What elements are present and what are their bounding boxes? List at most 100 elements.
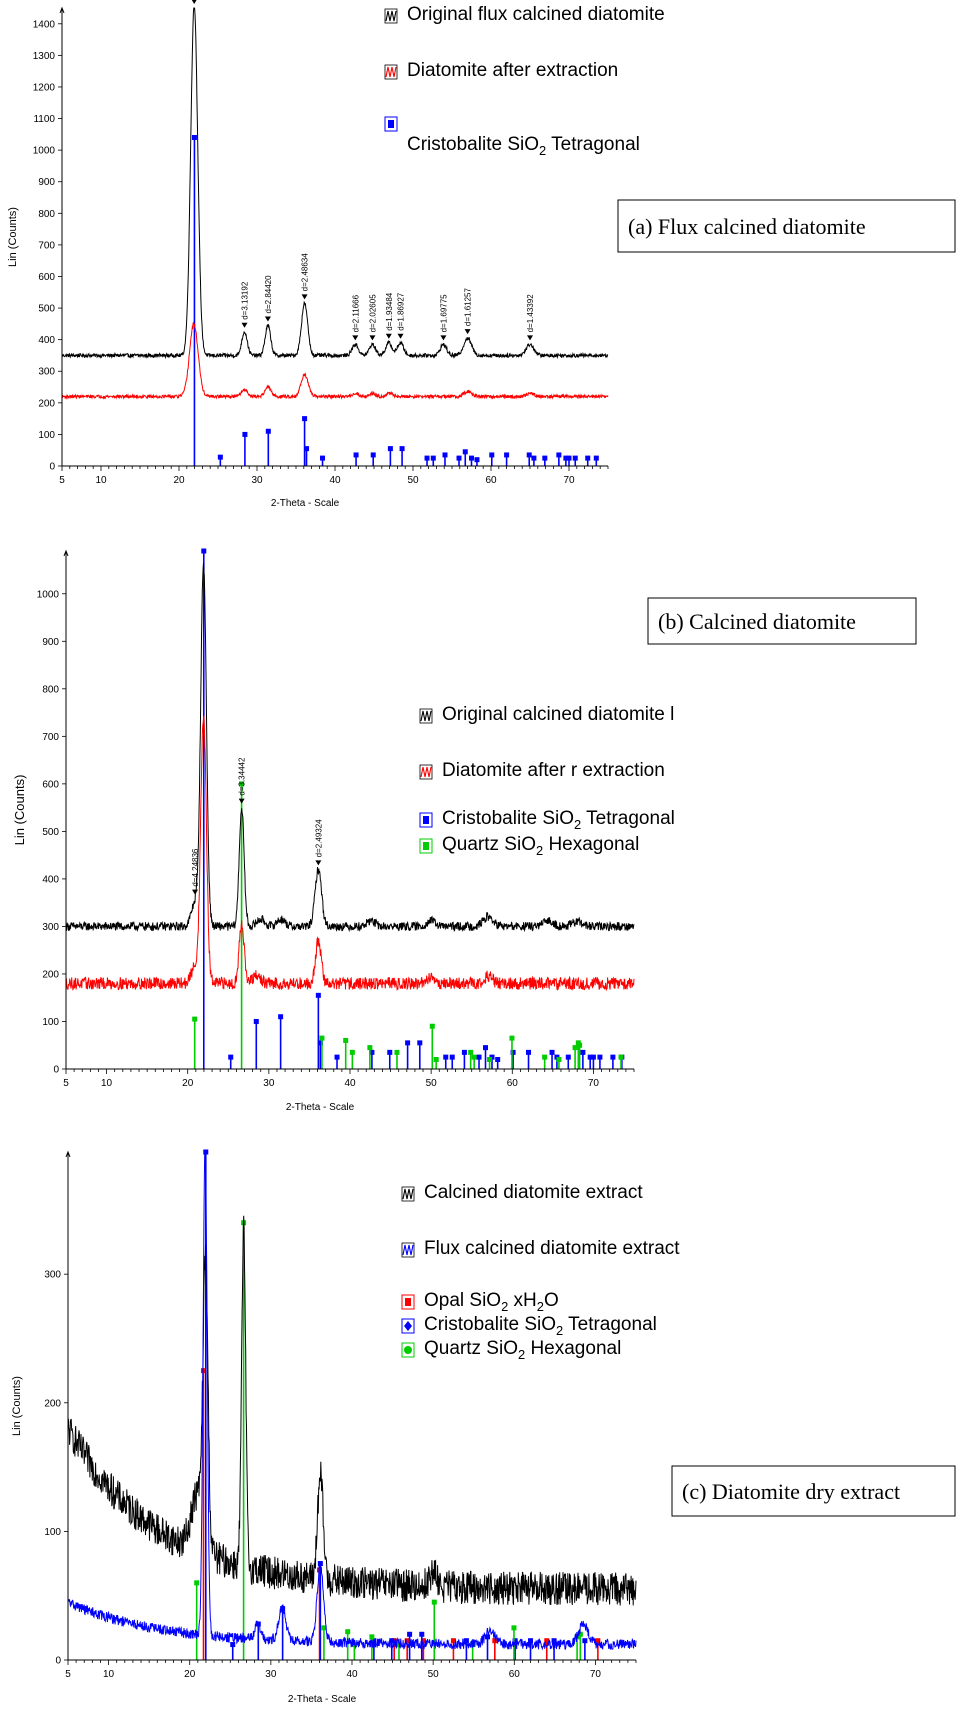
reference-marker (419, 1631, 425, 1637)
reference-marker (462, 449, 468, 455)
panel-b: d=4.24836 d=3.34442 d=2.49324 5 10 20 30 40 50 60… (12, 548, 917, 1113)
legend-item: Opal SiO2 xH2O (401, 1290, 559, 1314)
reference-marker (610, 1054, 616, 1060)
legend-label: Cristobalite SiO2 Tetragonal (442, 808, 675, 832)
reference-marker (304, 446, 310, 452)
legend-swatch-line (402, 1244, 414, 1256)
panel-c: 5 10 20 30 40 50 60 70 0 100 200 300 2-Theta - Scale… (11, 1149, 956, 1705)
reference-marker (526, 1049, 532, 1055)
reference-marker (404, 1638, 410, 1644)
y-tick-label: 700 (38, 240, 55, 251)
y-tick-label: 100 (42, 1017, 59, 1028)
y-tick-label: 500 (38, 304, 55, 315)
legend-swatch-line (420, 710, 432, 722)
reference-marker (265, 428, 271, 434)
y-tick-label: 800 (38, 209, 55, 220)
reference-marker (228, 1054, 234, 1060)
legend-item: Calcined diatomite extract (401, 1182, 643, 1203)
reference-marker (590, 1054, 596, 1060)
legend-marker (423, 816, 429, 824)
y-tick-label: 500 (42, 827, 59, 838)
reference-marker (597, 1054, 603, 1060)
reference-marker (526, 452, 532, 458)
reference-marker (417, 1040, 423, 1046)
x-tick-label: 60 (485, 475, 497, 486)
reference-marker (511, 1625, 517, 1631)
x-tick-label: 70 (563, 475, 575, 486)
reference-marker (353, 452, 359, 458)
y-tick-label: 300 (42, 922, 59, 933)
reference-marker (487, 1056, 493, 1062)
legend-swatch-line (385, 66, 397, 78)
legend: Original calcined diatomite l Diatomite a… (419, 704, 675, 858)
reference-marker (315, 992, 321, 998)
x-tick-label: 10 (103, 1669, 115, 1680)
x-tick-label: 40 (329, 475, 341, 486)
panel-label: (c) Diatomite dry extract (682, 1479, 900, 1504)
reference-marker (321, 1625, 327, 1631)
peak-marker (192, 889, 199, 895)
reference-marker (387, 1049, 393, 1055)
reference-marker (345, 1629, 351, 1635)
y-tick-label: 1200 (33, 82, 56, 93)
x-tick-label: 10 (101, 1078, 113, 1089)
legend-swatch-line (402, 1188, 414, 1200)
legend-marker (423, 842, 429, 850)
y-tick-label: 600 (38, 272, 55, 283)
peak-label: d=2.11666 (351, 294, 360, 332)
x-tick-label: 70 (590, 1669, 602, 1680)
reference-marker (370, 452, 376, 458)
legend-label: Diatomite after extraction (407, 60, 618, 81)
legend: Calcined diatomite extract Flux calcined … (401, 1182, 680, 1362)
panel-label-box (671, 1465, 956, 1517)
legend-label: Original calcined diatomite l (442, 704, 674, 725)
reference-marker (407, 1631, 413, 1637)
reference-marker (456, 455, 462, 461)
y-tick-label: 100 (38, 430, 55, 441)
peak-marker (238, 798, 245, 804)
legend-item: Original calcined diatomite l (419, 704, 674, 725)
x-tick-label: 20 (173, 475, 185, 486)
peak-label: d=2.49324 (314, 819, 323, 858)
peak-marker (315, 860, 322, 866)
legend-label: Cristobalite SiO2 Tetragonal (424, 1314, 657, 1338)
reference-marker (595, 1638, 601, 1644)
reference-marker (468, 1049, 474, 1055)
reference-marker (542, 1054, 548, 1060)
reference-marker (556, 452, 562, 458)
reference-marker (201, 548, 207, 554)
y-axis-arrow (63, 549, 69, 557)
x-tick-label: 30 (265, 1669, 277, 1680)
y-tick-label: 400 (38, 335, 55, 346)
y-tick-label: 100 (44, 1527, 61, 1538)
reference-marker (349, 1049, 355, 1055)
y-axis-title: Lin (Counts) (11, 1376, 23, 1436)
reference-marker (556, 1056, 562, 1062)
reference-marker (566, 455, 572, 461)
reference-marker (580, 1049, 586, 1055)
peak-label: d=1.86927 (397, 292, 406, 331)
x-tick-label: 60 (507, 1078, 519, 1089)
x-tick-label: 70 (588, 1078, 600, 1089)
reference-marker (278, 1014, 284, 1020)
reference-marker (239, 781, 245, 787)
x-tick-label: 20 (184, 1669, 196, 1680)
y-tick-label: 0 (55, 1656, 61, 1667)
legend-item: Cristobalite SiO2 Tetragonal (401, 1314, 657, 1338)
reference-marker (369, 1049, 375, 1055)
y-tick-label: 200 (38, 398, 55, 409)
reference-marker (544, 1638, 550, 1644)
reference-marker (495, 1056, 501, 1062)
x-tick-label: 20 (182, 1078, 194, 1089)
reference-marker (442, 452, 448, 458)
legend-swatch-line (385, 10, 397, 22)
reference-marker (191, 135, 197, 141)
peak-label: d=1.61257 (464, 287, 473, 326)
peak-label: d=2.84420 (264, 275, 273, 314)
reference-marker (343, 1037, 349, 1043)
reference-marker (476, 1054, 482, 1060)
reference-marker (192, 1016, 198, 1022)
reference-marker (585, 455, 591, 461)
reference-opal-sio2-xh2o (201, 1368, 601, 1660)
reference-marker (563, 455, 569, 461)
